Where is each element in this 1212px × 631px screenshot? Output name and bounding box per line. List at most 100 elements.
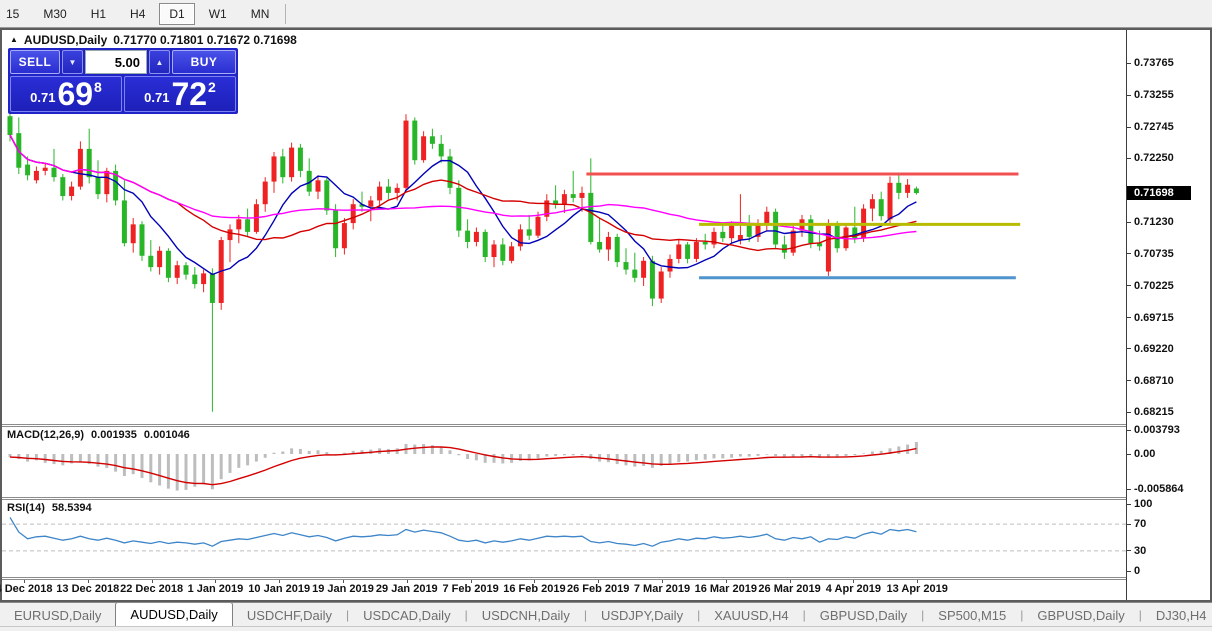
rsi-axis-value: 70 xyxy=(1134,518,1147,531)
date-tick xyxy=(406,580,408,583)
buy-price-pip: 2 xyxy=(208,79,216,95)
sell-price-small: 0.71 xyxy=(30,90,56,105)
macd-header: MACD(12,26,9) 0.001935 0.001046 xyxy=(7,429,190,441)
pane-separator[interactable] xyxy=(2,577,1126,580)
timeframe-button-d1[interactable]: D1 xyxy=(159,2,195,25)
date-tick xyxy=(853,580,855,583)
price-axis-value: 0.68215 xyxy=(1134,406,1174,419)
tab-separator: | xyxy=(583,607,587,622)
buy-button[interactable]: BUY xyxy=(172,50,236,74)
price-axis-label: 0.68710 xyxy=(1127,374,1210,387)
pane-separator[interactable] xyxy=(2,497,1126,500)
macd-value-signal: 0.001046 xyxy=(143,429,190,441)
chart-tab-sp500-m15[interactable]: SP500,M15 xyxy=(938,607,1007,623)
timeframe-toolbar: 15 M30 H1 H4 D1 W1 MN xyxy=(0,0,1212,28)
rsi-pane[interactable]: RSI(14) 58.5394 xyxy=(2,500,1126,577)
chart-tab-bar: EURUSD,Daily AUDUSD,Daily USDCHF,Daily | USD… xyxy=(0,602,1212,626)
chart-tab-eurusd-daily[interactable]: EURUSD,Daily xyxy=(14,607,102,623)
current-price-tag: 0.71698 xyxy=(1127,186,1191,201)
main-chart-pane[interactable]: ▲ AUDUSD,Daily 0.71770 0.71801 0.71672 0… xyxy=(2,30,1126,424)
rsi-axis-value: 100 xyxy=(1134,498,1153,510)
price-axis-value: 0.70735 xyxy=(1134,247,1174,260)
date-tick xyxy=(725,580,727,583)
chart-ohlc-values: 0.71770 0.71801 0.71672 0.71698 xyxy=(113,33,297,47)
rsi-plot[interactable] xyxy=(2,500,1126,577)
timeframe-button-h1[interactable]: H1 xyxy=(90,6,107,21)
price-axis-label: 0.70735 xyxy=(1127,247,1210,260)
chart-tab-gbpusd-daily[interactable]: GBPUSD,Daily xyxy=(819,607,908,623)
chart-tab-usdcad-daily[interactable]: USDCAD,Daily xyxy=(363,607,451,623)
chart-tab-dj30-h4[interactable]: DJ30,H4 xyxy=(1155,607,1207,623)
macd-plot[interactable] xyxy=(2,427,1126,497)
chart-tab-usdchf-daily[interactable]: USDCHF,Daily xyxy=(246,607,333,623)
volume-input[interactable]: 5.00 xyxy=(85,50,147,74)
date-label: 7 Mar 2019 xyxy=(633,583,691,595)
chart-tab-xauusd-h4[interactable]: XAUUSD,H4 xyxy=(714,607,789,623)
rsi-line xyxy=(9,517,917,547)
macd-signal-line xyxy=(9,446,917,486)
axis-tick xyxy=(1127,429,1131,431)
price-axis-value: 0.72250 xyxy=(1134,152,1174,165)
volume-dropdown-button[interactable]: ▼ xyxy=(62,50,83,74)
date-label: 1 Jan 2019 xyxy=(187,583,244,595)
macd-axis-value: 0.003793 xyxy=(1134,424,1180,437)
tab-separator: | xyxy=(346,607,350,622)
axis-tick xyxy=(1127,157,1131,159)
chart-tab-gbpusd-daily[interactable]: GBPUSD,Daily xyxy=(1037,607,1125,623)
sell-price-big: 69 xyxy=(57,75,94,112)
chart-tab-usdcnh-daily[interactable]: USDCNH,Daily xyxy=(481,607,570,623)
macd-pane[interactable]: MACD(12,26,9) 0.001935 0.001046 xyxy=(2,427,1126,497)
tab-separator: | xyxy=(1020,607,1024,622)
plot-column: ▲ AUDUSD,Daily 0.71770 0.71801 0.71672 0… xyxy=(0,30,1126,600)
date-label: 13 Dec 2018 xyxy=(56,583,120,595)
candlestick-chart[interactable] xyxy=(2,30,1126,424)
chart-tab-usdjpy-daily[interactable]: USDJPY,Daily xyxy=(600,607,684,623)
sell-button[interactable]: SELL xyxy=(10,50,60,74)
sell-price-display[interactable]: 0.71 69 8 xyxy=(10,76,122,112)
macd-axis-value: 0.00 xyxy=(1134,448,1156,460)
date-tick xyxy=(598,580,600,583)
tab-separator: | xyxy=(1138,607,1142,622)
rsi-value: 58.5394 xyxy=(51,502,92,514)
price-axis-value: 0.68710 xyxy=(1134,374,1174,387)
date-label: 26 Mar 2019 xyxy=(758,583,821,595)
pane-separator[interactable] xyxy=(2,424,1126,427)
buy-price-small: 0.71 xyxy=(144,90,170,105)
buy-price-display[interactable]: 0.71 72 2 xyxy=(124,76,236,112)
axis-tick xyxy=(1127,317,1131,319)
price-axis[interactable]: 0.73765 0.73255 0.72745 0.72250 0.71230 0.707… xyxy=(1126,30,1210,600)
price-axis-value: 0.69220 xyxy=(1134,342,1174,355)
axis-tick xyxy=(1127,253,1131,255)
axis-tick xyxy=(1127,523,1131,525)
price-axis-label: 0.72745 xyxy=(1127,121,1210,134)
volume-up-button[interactable]: ▲ xyxy=(149,50,170,74)
price-axis-value: 0.73765 xyxy=(1134,57,1174,70)
rsi-label: RSI(14) xyxy=(7,502,45,514)
timeframe-button-m30[interactable]: M30 xyxy=(43,6,67,21)
timeframe-button-h4[interactable]: H4 xyxy=(130,6,146,21)
chart-tab-audusd-daily[interactable]: AUDUSD,Daily xyxy=(115,603,233,626)
date-label: 16 Feb 2019 xyxy=(503,583,566,595)
date-label: 19 Jan 2019 xyxy=(312,583,374,595)
timeframe-button-15[interactable]: 15 xyxy=(6,6,20,21)
rsi-axis-label: 100 xyxy=(1127,498,1210,510)
date-tick xyxy=(470,580,472,583)
timeframe-button-w1[interactable]: W1 xyxy=(208,6,227,21)
date-label: 10 Jan 2019 xyxy=(248,583,311,595)
price-axis-value: 0.71230 xyxy=(1134,216,1174,229)
date-tick xyxy=(151,580,153,583)
price-axis-value: 0.70225 xyxy=(1134,279,1174,292)
macd-value-main: 0.001935 xyxy=(91,429,137,441)
rsi-axis-label: 30 xyxy=(1127,545,1210,557)
toolbar-separator xyxy=(285,3,287,24)
sell-price-pip: 8 xyxy=(94,79,102,95)
date-label: 13 Apr 2019 xyxy=(886,583,948,595)
date-axis[interactable]: 4 Dec 2018 13 Dec 2018 22 Dec 2018 1 Jan 20… xyxy=(0,580,1126,597)
rsi-axis-value: 0 xyxy=(1134,565,1141,577)
price-axis-label: 0.72250 xyxy=(1127,152,1210,165)
timeframe-button-mn[interactable]: MN xyxy=(250,6,270,21)
rsi-axis-value: 30 xyxy=(1134,544,1147,557)
date-tick xyxy=(215,580,217,583)
axis-tick xyxy=(1127,126,1131,128)
